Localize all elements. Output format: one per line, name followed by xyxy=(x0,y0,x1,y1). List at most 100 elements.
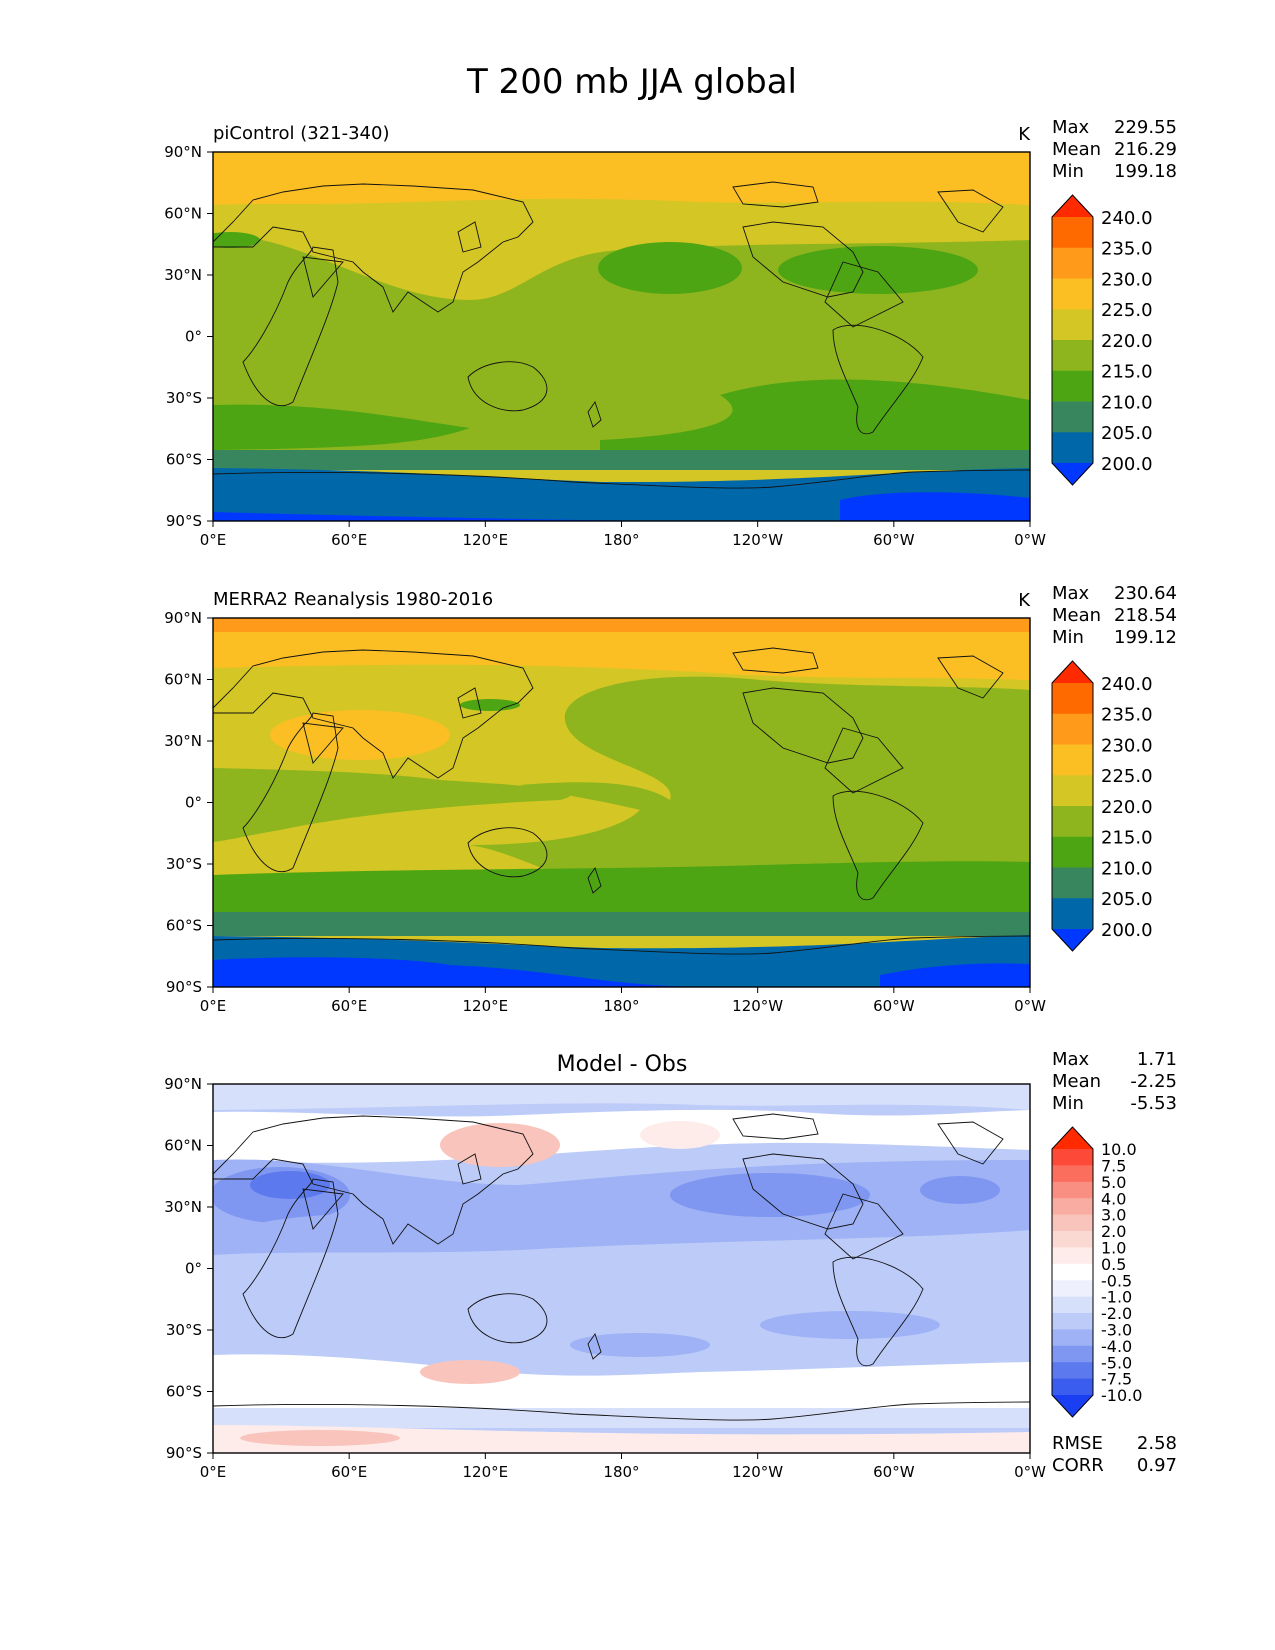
y-tick-label: 30°S xyxy=(166,855,202,873)
colorbar-segment xyxy=(1052,683,1093,715)
field-cold-west xyxy=(213,512,700,521)
stat-max-label: Max xyxy=(1052,1049,1090,1070)
colorbar-tick-label: 2.0 xyxy=(1101,1222,1126,1241)
colorbar-tick-label: 5.0 xyxy=(1101,1173,1126,1192)
field-cool-pacific xyxy=(598,242,742,294)
stat-max-value: 230.64 xyxy=(1114,583,1177,604)
y-tick-label: 30°N xyxy=(164,732,202,750)
colorbar-tick-label: 4.0 xyxy=(1101,1189,1126,1208)
stats-block: Max 229.55 Mean 216.29 Min 199.18 xyxy=(1052,117,1177,182)
colorbar-segment xyxy=(1052,309,1093,341)
stat-mean-label: Mean xyxy=(1052,605,1101,626)
x-tick-label: 120°E xyxy=(463,531,509,549)
y-tick-label: 60°N xyxy=(164,671,202,689)
colorbar-segment xyxy=(1052,432,1093,464)
y-tick-label: 90°N xyxy=(164,1075,202,1093)
field-cold-south-pacific xyxy=(570,1333,710,1357)
coastline xyxy=(824,727,904,794)
colorbar-tick-label: 200.0 xyxy=(1101,920,1153,941)
y-tick-label: 90°S xyxy=(166,512,202,530)
colorbar-segment xyxy=(1052,340,1093,372)
colorbar-tick-label: -0.5 xyxy=(1101,1271,1132,1290)
y-tick-label: 30°N xyxy=(164,266,202,284)
colorbar-tick-label: -7.5 xyxy=(1101,1370,1132,1389)
field-band-pole xyxy=(213,618,1030,632)
coastline xyxy=(824,1193,904,1260)
map-axes: 0°E 60°E 120°E 180° 120°W 60°W 0°W 90°N 60°N 30°N… xyxy=(164,1075,1046,1481)
colorbar-tick-label: -10.0 xyxy=(1101,1386,1142,1405)
y-tick-label: 30°S xyxy=(166,1321,202,1339)
coastlines xyxy=(212,647,1031,955)
y-tick-label: 90°N xyxy=(164,143,202,161)
colorbar-tick-label: 225.0 xyxy=(1101,766,1153,787)
coastline xyxy=(732,1113,819,1140)
y-tick-label: 90°S xyxy=(166,978,202,996)
y-tick-label: 60°S xyxy=(166,451,202,469)
coastline xyxy=(937,1121,1004,1165)
figure-title: T 200 mb JJA global xyxy=(466,62,797,102)
colorbar-segment xyxy=(1052,806,1093,838)
coastline xyxy=(832,324,924,435)
y-tick-label: 60°S xyxy=(166,917,202,935)
x-tick-label: 0°W xyxy=(1014,1463,1046,1481)
panel-diff: Model - Obs Max 1.71 Mean -2.25 Min -5.5… xyxy=(164,1049,1177,1481)
coastline xyxy=(212,1115,534,1245)
panel-left-title: piControl (321-340) xyxy=(213,123,389,144)
field-band-south xyxy=(213,861,1030,925)
y-tick-label: 0° xyxy=(185,1260,202,1278)
field-band-pole xyxy=(213,1084,1030,1110)
stat-mean-value: 218.54 xyxy=(1114,605,1177,626)
coastline xyxy=(242,712,339,872)
stat-max-label: Max xyxy=(1052,583,1090,604)
colorbar-segment xyxy=(1052,1263,1093,1281)
x-tick-label: 180° xyxy=(603,1463,639,1481)
coastline xyxy=(467,361,548,412)
colorbar-segment xyxy=(1052,278,1093,310)
colorbar-tick-label: 220.0 xyxy=(1101,797,1153,818)
colorbar-tick-label: 230.0 xyxy=(1101,735,1153,756)
colorbar-tick-label: 235.0 xyxy=(1101,705,1153,726)
stat-mean-label: Mean xyxy=(1052,139,1101,160)
field-cold-east xyxy=(840,492,1030,521)
colorbar-segment xyxy=(1052,1362,1093,1380)
colorbar-tick-label: 210.0 xyxy=(1101,392,1153,413)
stat-mean-value: 216.29 xyxy=(1114,139,1177,160)
y-tick-label: 0° xyxy=(185,328,202,346)
map-axes: 0°E 60°E 120°E 180° 120°W 60°W 0°W 90°N 60°N 30°N… xyxy=(164,609,1046,1015)
field-cold-south-america xyxy=(760,1311,940,1339)
field-cool-atlantic xyxy=(778,246,978,294)
field-warm-south xyxy=(420,1360,520,1384)
field-band-60s xyxy=(213,912,1030,936)
stats-block: Max 1.71 Mean -2.25 Min -5.53 xyxy=(1052,1049,1177,1114)
colorbar-segment xyxy=(1052,775,1093,807)
rmse-label: RMSE xyxy=(1052,1433,1103,1454)
coastline xyxy=(212,469,1031,489)
colorbar-tick-label: 230.0 xyxy=(1101,269,1153,290)
colorbar-segment xyxy=(1052,1198,1093,1216)
coastline xyxy=(212,649,534,779)
colorbar-segment xyxy=(1052,1149,1093,1166)
panel-model: piControl (321-340) K Max 229.55 Mean 21… xyxy=(164,117,1177,549)
stat-min-label: Min xyxy=(1052,161,1084,182)
coastline xyxy=(302,722,344,764)
field-band-se xyxy=(600,379,1030,455)
y-tick-label: 30°S xyxy=(166,389,202,407)
colorbar-tick-label: -4.0 xyxy=(1101,1337,1132,1356)
coastline xyxy=(937,655,1004,699)
colorbar-segment xyxy=(1052,713,1093,745)
field-warm-antarctic xyxy=(240,1430,400,1446)
colorbar-segment xyxy=(1052,401,1093,433)
coastline xyxy=(732,647,819,674)
colorbar-segment xyxy=(1052,1378,1093,1396)
colorbar-segment xyxy=(1052,744,1093,776)
stat-mean-value: -2.25 xyxy=(1130,1071,1177,1092)
coastline xyxy=(832,790,924,901)
coastline xyxy=(742,687,864,764)
colorbar-outline xyxy=(1051,660,1094,952)
colorbar-segment xyxy=(1052,247,1093,279)
x-tick-label: 60°E xyxy=(331,1463,367,1481)
colorbar-segment xyxy=(1052,898,1093,930)
coastline xyxy=(587,867,602,894)
colorbar-segment xyxy=(1052,1345,1093,1363)
colorbar-tick-label: 240.0 xyxy=(1101,208,1153,229)
